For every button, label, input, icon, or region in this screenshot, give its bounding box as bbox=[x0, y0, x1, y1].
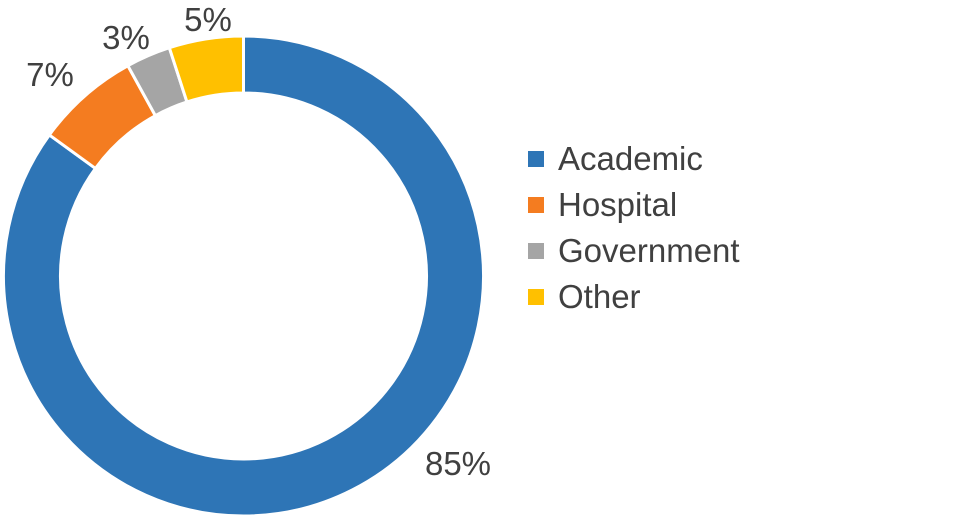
data-labels: 85% 7% 3% 5% bbox=[26, 1, 491, 482]
legend-item-other: Other bbox=[528, 274, 740, 320]
data-label-academic: 85% bbox=[425, 445, 491, 482]
legend-label-academic: Academic bbox=[558, 140, 703, 177]
data-label-other: 5% bbox=[184, 1, 232, 38]
legend-swatch-other bbox=[528, 289, 544, 305]
legend-swatch-academic bbox=[528, 151, 544, 167]
donut-slices bbox=[2, 34, 485, 518]
legend-item-academic: Academic bbox=[528, 136, 740, 182]
data-label-hospital: 7% bbox=[26, 56, 74, 93]
legend-swatch-hospital bbox=[528, 197, 544, 213]
legend-item-hospital: Hospital bbox=[528, 182, 740, 228]
legend-label-other: Other bbox=[558, 278, 641, 315]
slice-academic bbox=[2, 34, 485, 518]
chart-legend: Academic Hospital Government Other bbox=[528, 136, 740, 320]
legend-label-government: Government bbox=[558, 232, 740, 269]
data-label-government: 3% bbox=[102, 19, 150, 56]
legend-swatch-government bbox=[528, 243, 544, 259]
legend-item-government: Government bbox=[528, 228, 740, 274]
legend-label-hospital: Hospital bbox=[558, 186, 678, 223]
slice-other bbox=[167, 34, 245, 104]
